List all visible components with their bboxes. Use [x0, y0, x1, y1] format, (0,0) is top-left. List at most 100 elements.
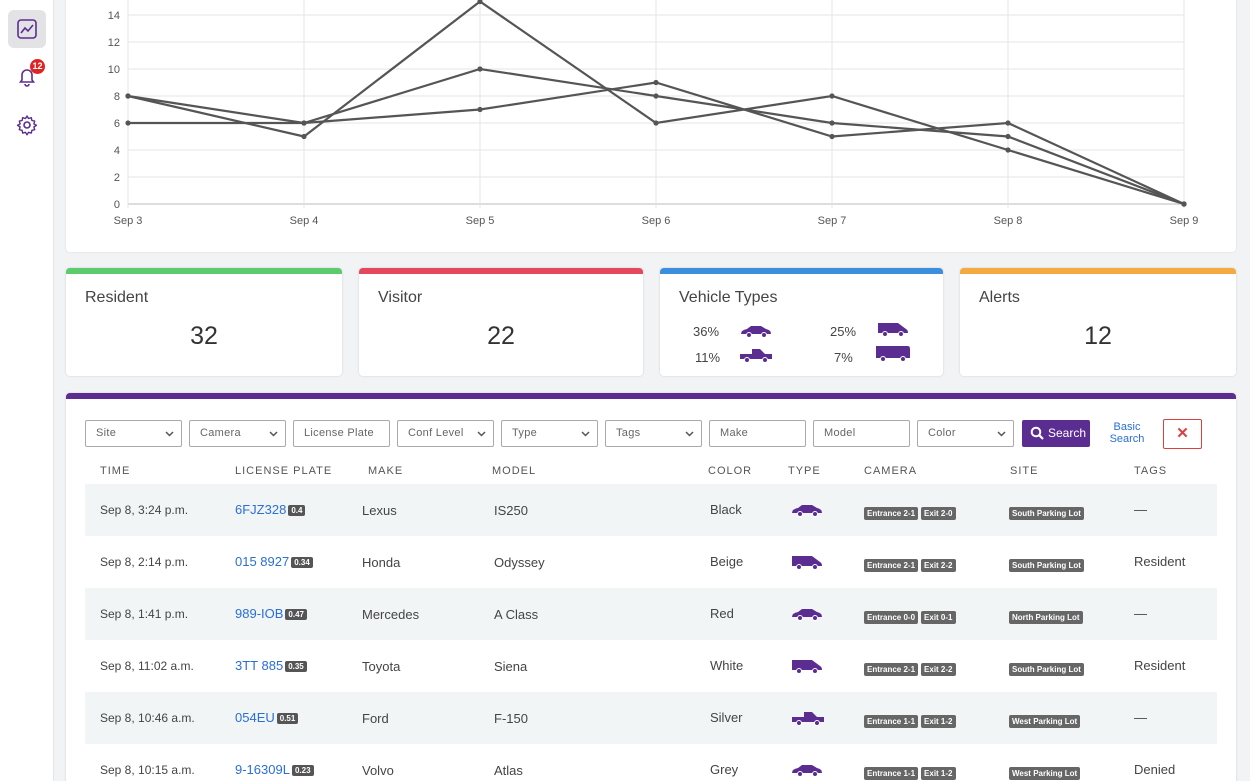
visitor-stat-card[interactable]: Visitor 22	[359, 268, 643, 376]
sidebar-item-settings[interactable]	[8, 106, 46, 144]
row-plate-cell: 989-IOB 0.47	[235, 606, 307, 621]
table-row[interactable]: Sep 8, 3:24 p.m. 6FJZ328 0.4 Lexus IS250 Blac…	[85, 484, 1217, 536]
table-row[interactable]: Sep 8, 1:41 p.m. 989-IOB 0.47 Mercedes A Cla…	[85, 588, 1217, 640]
search-button[interactable]: Search	[1022, 420, 1090, 447]
row-make: Lexus	[362, 503, 397, 518]
row-site: West Parking Lot	[1009, 764, 1083, 780]
row-model: Atlas	[494, 763, 523, 778]
line-chart-icon	[17, 19, 37, 39]
vehicle-types-stat-card[interactable]: Vehicle Types 36% 25% 11% 7%	[660, 268, 943, 376]
row-tags: —	[1134, 710, 1147, 725]
column-header-camera[interactable]: CAMERA	[864, 465, 918, 477]
pickup-icon	[792, 712, 824, 726]
basic-search-link[interactable]: Basic Search	[1109, 421, 1145, 445]
chevron-down-icon	[269, 431, 278, 437]
alerts-stat-card[interactable]: Alerts 12	[960, 268, 1236, 376]
row-time: Sep 8, 1:41 p.m.	[100, 607, 189, 621]
row-make: Volvo	[362, 763, 394, 778]
table-row[interactable]: Sep 8, 10:46 a.m. 054EU 0.51 Ford F-150 Silve…	[85, 692, 1217, 744]
license-plate-placeholder: License Plate	[304, 427, 374, 439]
row-camera: Entrance 2-1 Exit 2-0	[864, 504, 959, 520]
column-header-type[interactable]: TYPE	[788, 465, 821, 477]
license-plate-link[interactable]: 3TT 885	[235, 658, 284, 673]
alerts-count-badge: 12	[30, 59, 45, 74]
column-header-model[interactable]: MODEL	[492, 465, 537, 477]
license-plate-link[interactable]: 6FJZ328	[235, 502, 287, 517]
license-plate-link[interactable]: 989-IOB	[235, 606, 284, 621]
make-input[interactable]: Make	[709, 420, 806, 447]
data-point	[477, 66, 483, 72]
chevron-down-icon	[997, 431, 1006, 437]
detections-table-card: Site Camera License Plate Conf Level Typ…	[66, 393, 1236, 781]
license-plate-input[interactable]: License Plate	[293, 420, 390, 447]
table-row[interactable]: Sep 8, 2:14 p.m. 015 8927 0.34 Honda Odyssey…	[85, 536, 1217, 588]
conf-level-filter-select[interactable]: Conf Level	[397, 420, 494, 447]
column-header-make[interactable]: MAKE	[368, 465, 404, 477]
site-filter-select[interactable]: Site	[85, 420, 182, 447]
data-point	[653, 120, 659, 126]
row-color: Red	[710, 606, 734, 621]
table-row[interactable]: Sep 8, 10:15 a.m. 9-16309L 0.23 Volvo Atlas G…	[85, 744, 1217, 781]
site-badge: West Parking Lot	[1009, 767, 1081, 780]
color-filter-select[interactable]: Color	[917, 420, 1014, 447]
row-camera: Entrance 1-1 Exit 1-2	[864, 712, 959, 728]
row-model: Odyssey	[494, 555, 545, 570]
chevron-down-icon	[477, 431, 486, 437]
row-site: West Parking Lot	[1009, 712, 1083, 728]
column-header-color[interactable]: COLOR	[708, 465, 753, 477]
confidence-badge: 0.35	[285, 661, 307, 672]
camera-filter-select[interactable]: Camera	[189, 420, 286, 447]
sedan-icon	[741, 326, 771, 338]
license-plate-link[interactable]: 9-16309L	[235, 762, 290, 777]
license-plate-link[interactable]: 015 8927	[235, 554, 290, 569]
sidebar-item-dashboard[interactable]	[8, 10, 46, 48]
sidebar-item-alerts[interactable]: 12	[8, 57, 46, 95]
license-plate-link[interactable]: 054EU	[235, 710, 275, 725]
row-time: Sep 8, 10:15 a.m.	[100, 763, 195, 777]
data-point	[653, 79, 659, 86]
clear-filters-button[interactable]: ✕	[1163, 419, 1202, 449]
van-icon	[878, 323, 908, 337]
make-placeholder: Make	[720, 427, 749, 439]
search-button-label: Search	[1048, 426, 1087, 440]
tags-filter-select[interactable]: Tags	[605, 420, 702, 447]
row-make: Toyota	[362, 659, 401, 674]
visitor-count: 22	[487, 322, 515, 350]
data-point	[301, 120, 307, 126]
camera-exit-badge: Exit 2-0	[921, 507, 956, 520]
column-header-plate[interactable]: LICENSE PLATE	[235, 465, 333, 477]
confidence-badge: 0.51	[276, 713, 299, 724]
row-site: South Parking Lot	[1009, 660, 1087, 676]
data-point	[1181, 201, 1187, 207]
camera-entrance-badge: Entrance 0-0	[864, 611, 919, 624]
row-plate-cell: 9-16309L 0.23	[235, 762, 314, 777]
column-header-tags[interactable]: TAGS	[1134, 465, 1168, 477]
confidence-badge: 0.4	[288, 505, 306, 516]
row-color: Silver	[710, 710, 743, 725]
type-filter-select[interactable]: Type	[501, 420, 598, 447]
camera-entrance-badge: Entrance 2-1	[864, 507, 919, 520]
camera-entrance-badge: Entrance 1-1	[864, 767, 919, 780]
row-camera: Entrance 1-1 Exit 1-2	[864, 764, 959, 780]
y-tick-label: 6	[114, 118, 120, 130]
search-icon	[1030, 426, 1044, 440]
row-tags: Denied	[1134, 762, 1176, 777]
line-chart-svg: 0 2 4 6 8 10 12 14 Sep 3 Sep 4 Sep 5 Sep 6 Sep 7 Sep …	[108, 0, 1198, 227]
column-header-site[interactable]: SITE	[1010, 465, 1039, 477]
data-point	[477, 0, 483, 5]
sidebar: 12	[0, 0, 54, 781]
model-input[interactable]: Model	[813, 420, 910, 447]
table-row[interactable]: Sep 8, 11:02 a.m. 3TT 885 0.35 Toyota Siena W…	[85, 640, 1217, 692]
row-color: Beige	[710, 554, 744, 569]
camera-exit-badge: Exit 2-2	[921, 663, 956, 676]
resident-stat-card[interactable]: Resident 32	[66, 268, 342, 376]
chevron-down-icon	[165, 431, 174, 437]
x-tick-label: Sep 7	[818, 215, 847, 227]
tags-filter-label: Tags	[616, 427, 641, 439]
conf-level-filter-label: Conf Level	[408, 427, 464, 439]
site-badge: North Parking Lot	[1009, 611, 1083, 624]
column-header-time[interactable]: TIME	[100, 465, 131, 477]
chevron-down-icon	[581, 431, 590, 437]
row-time: Sep 8, 10:46 a.m.	[100, 711, 195, 725]
y-tick-label: 14	[108, 10, 120, 22]
